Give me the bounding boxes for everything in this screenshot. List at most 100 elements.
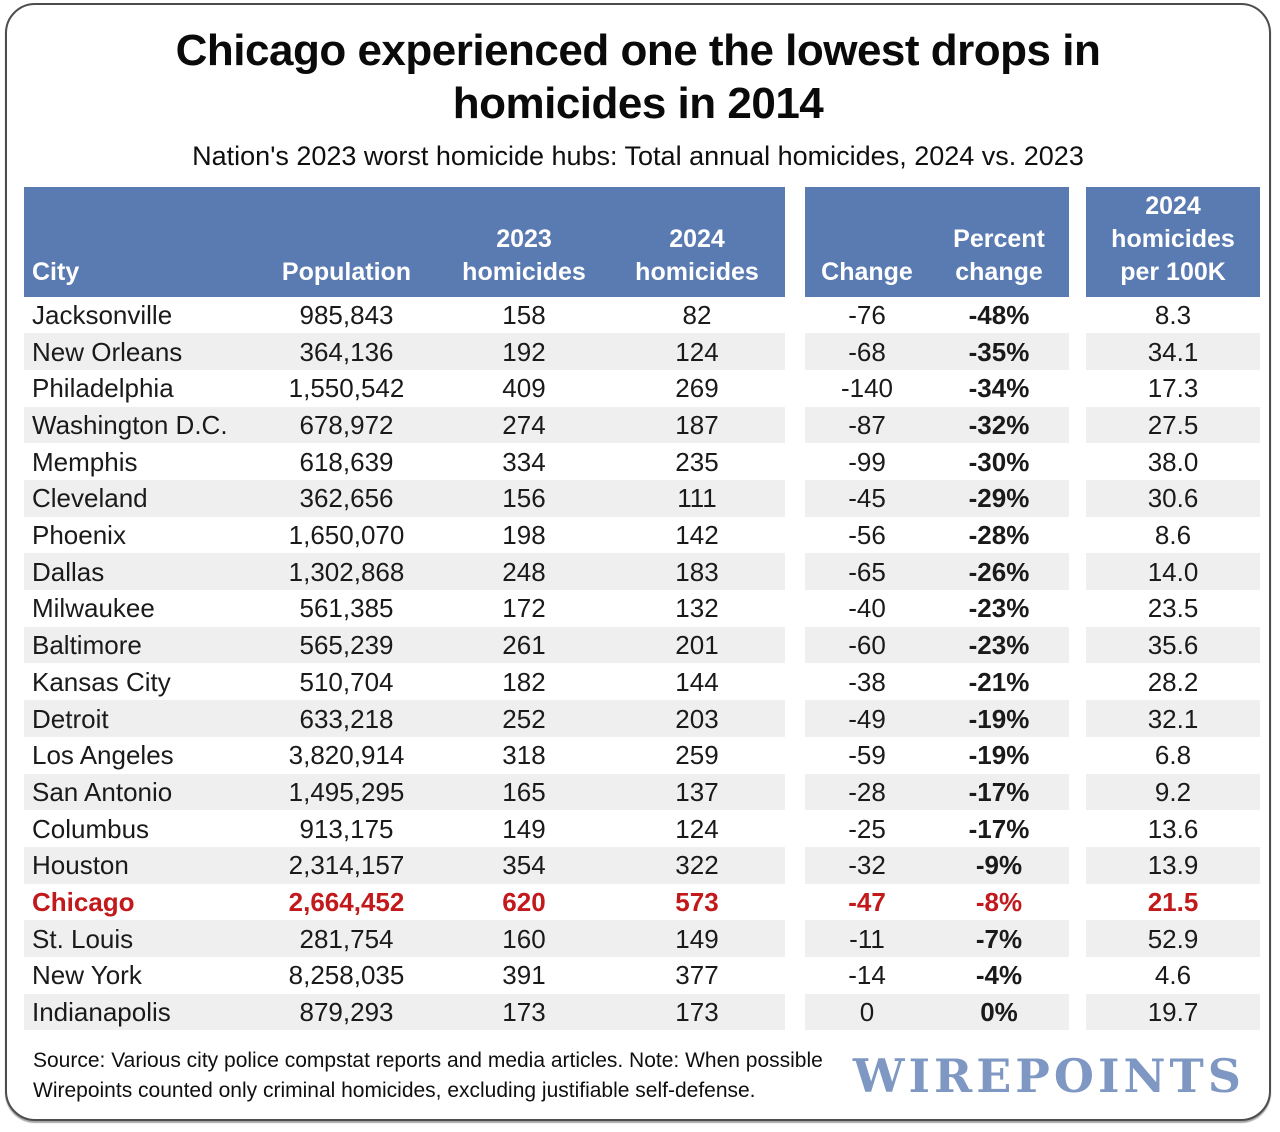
wirepoints-logo: WIREPOINTS (852, 1048, 1245, 1103)
table-row: Detroit 633,218 252 203 (24, 700, 785, 737)
table-row: -47 -8% (805, 884, 1069, 921)
table-row: Jacksonville 985,843 158 82 (24, 297, 785, 334)
table-row: -25 -17% (805, 810, 1069, 847)
cell-percent-change: -19% (968, 740, 1030, 771)
table-row: 17.3 (1086, 370, 1260, 407)
cell-city: Memphis (32, 446, 138, 477)
cell-change: -68 (805, 333, 929, 370)
table-row: Philadelphia 1,550,542 409 269 (24, 370, 785, 407)
cell-city: St. Louis (24, 920, 254, 957)
table-row: Phoenix 1,650,070 198 142 (24, 517, 785, 554)
cell-homicides-2024: 142 (675, 520, 719, 551)
table-row: -14 -4% (805, 957, 1069, 994)
cell-population: 565,239 (254, 626, 439, 664)
cell-percent-change: -17% (968, 813, 1030, 844)
cell-per-100k: 38.0 (1147, 446, 1199, 477)
cell-homicides-2023: 391 (502, 960, 546, 991)
cell-city: Dallas (24, 553, 254, 591)
cell-percent-change: -48% (968, 299, 1030, 330)
table-row: -56 -28% (805, 517, 1069, 554)
table-row: Milwaukee 561,385 172 132 (24, 590, 785, 627)
subtitle: Nation's 2023 worst homicide hubs: Total… (192, 140, 1084, 171)
cell-per-100k: 17.3 (1147, 373, 1199, 404)
table-row: 28.2 (1086, 663, 1260, 700)
col-header-population: Population (254, 186, 439, 297)
table-row: Cleveland 362,656 156 111 (24, 480, 785, 517)
cell-change: -45 (805, 480, 929, 517)
cell-percent-change: -29% (929, 480, 1069, 517)
cell-change: -14 (848, 960, 886, 991)
cell-homicides-2023: 158 (502, 299, 546, 330)
cell-population: 364,136 (254, 333, 439, 370)
table-row: -60 -23% (805, 626, 1069, 664)
table-row: 23.5 (1086, 590, 1260, 627)
cell-population: 1,650,070 (288, 520, 405, 551)
cell-per-100k: 13.9 (1086, 846, 1260, 884)
cell-population: 985,843 (299, 299, 394, 330)
change-table-header: Change Percent change (805, 186, 1069, 297)
infographic-card: Chicago experienced one the lowest drops… (5, 3, 1271, 1121)
cell-change: -25 (848, 813, 886, 844)
cell-homicides-2023: 173 (439, 993, 609, 1031)
cell-city: Jacksonville (32, 299, 173, 330)
cell-population: 633,218 (254, 700, 439, 737)
cell-population: 281,754 (254, 920, 439, 957)
cell-change: -140 (840, 373, 894, 404)
cell-city: Detroit (24, 700, 254, 737)
cell-homicides-2023: 354 (439, 846, 609, 884)
table-row: 35.6 (1086, 626, 1260, 664)
cell-homicides-2024: 269 (675, 373, 719, 404)
cell-homicides-2023: 409 (502, 373, 546, 404)
table-row: -28 -17% (805, 773, 1069, 811)
table-row: -65 -26% (805, 553, 1069, 591)
cell-change: -32 (805, 846, 929, 884)
cell-population: 2,664,452 (288, 886, 405, 917)
table-row: Chicago 2,664,452 620 573 (24, 884, 785, 921)
table-row: 8.6 (1086, 517, 1260, 554)
cell-percent-change: -30% (968, 446, 1030, 477)
cell-homicides-2024: 377 (675, 960, 719, 991)
per-100k-table: 2024 homicides per 100K 8.3 34.1 17.3 27.5 3… (1086, 186, 1260, 1031)
cell-population: 618,639 (299, 446, 394, 477)
cell-percent-change: -19% (929, 700, 1069, 737)
col-header-per-100k: 2024 homicides per 100K (1086, 186, 1260, 297)
table-row: Kansas City 510,704 182 144 (24, 663, 785, 700)
table-row: 34.1 (1086, 333, 1260, 370)
table-row: 4.6 (1086, 957, 1260, 994)
table-row: -45 -29% (805, 480, 1069, 517)
col-header-city: City (24, 186, 254, 297)
cell-change: -87 (805, 406, 929, 444)
cell-homicides-2024: 573 (675, 886, 719, 917)
cell-homicides-2023: 182 (502, 666, 546, 697)
cell-homicides-2023: 165 (439, 773, 609, 811)
cell-percent-change: -21% (968, 666, 1030, 697)
cell-homicides-2024: 111 (609, 480, 785, 517)
cell-city: San Antonio (24, 773, 254, 811)
cell-city: New Orleans (24, 333, 254, 370)
footer: Source: Various city police compstat rep… (33, 1046, 1245, 1105)
cell-per-100k: 23.5 (1147, 593, 1199, 624)
table-row: 30.6 (1086, 480, 1260, 517)
cell-city: Los Angeles (32, 740, 174, 771)
cell-per-100k: 34.1 (1086, 333, 1260, 370)
table-row: Baltimore 565,239 261 201 (24, 626, 785, 664)
table-row: Columbus 913,175 149 124 (24, 810, 785, 847)
cell-change: -40 (848, 593, 886, 624)
cell-change: -38 (848, 666, 886, 697)
cell-homicides-2023: 198 (502, 520, 546, 551)
cell-city: Phoenix (32, 520, 126, 551)
table-row: 27.5 (1086, 406, 1260, 444)
cell-homicides-2023: 274 (439, 406, 609, 444)
table-row: -49 -19% (805, 700, 1069, 737)
cell-homicides-2023: 620 (502, 886, 546, 917)
cell-percent-change: -28% (968, 520, 1030, 551)
cell-population: 1,495,295 (254, 773, 439, 811)
table-row: 38.0 (1086, 443, 1260, 480)
per-100k-table-header: 2024 homicides per 100K (1086, 186, 1260, 297)
cell-city: Indianapolis (24, 993, 254, 1031)
cell-city: Milwaukee (32, 593, 155, 624)
cell-homicides-2023: 318 (502, 740, 546, 771)
cell-percent-change: -35% (929, 333, 1069, 370)
cell-percent-change: -8% (975, 886, 1023, 917)
cell-change: -99 (848, 446, 886, 477)
